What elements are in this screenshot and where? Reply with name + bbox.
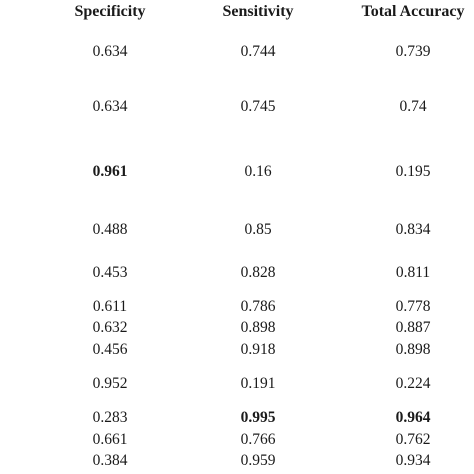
table-cell: 0.85 bbox=[244, 221, 272, 238]
table-cell: 0.744 bbox=[240, 43, 276, 60]
table-cell: 0.224 bbox=[395, 375, 431, 392]
table-cell: 0.952 bbox=[92, 375, 128, 392]
table-cell: 0.191 bbox=[240, 375, 276, 392]
table-cell: 0.898 bbox=[240, 319, 276, 336]
table-cell: 0.918 bbox=[240, 341, 276, 358]
table-cell: 0.995 bbox=[240, 409, 276, 426]
table-cell: 0.964 bbox=[395, 409, 431, 426]
table-cell: 0.898 bbox=[395, 341, 431, 358]
table-cell: 0.453 bbox=[92, 264, 128, 281]
table-cell: 0.634 bbox=[92, 43, 128, 60]
table-cell: 0.828 bbox=[240, 264, 276, 281]
table-cell: 0.961 bbox=[92, 163, 128, 180]
table-cell: 0.762 bbox=[395, 431, 431, 448]
table-cell: 0.745 bbox=[240, 98, 276, 115]
table-cell: 0.739 bbox=[395, 43, 431, 60]
table-cell: 0.195 bbox=[395, 163, 431, 180]
column-header: Total Accuracy bbox=[361, 3, 465, 20]
table-cell: 0.887 bbox=[395, 319, 431, 336]
table-cell: 0.786 bbox=[240, 298, 276, 315]
table-cell: 0.959 bbox=[240, 452, 276, 469]
table-cell: 0.283 bbox=[92, 409, 128, 426]
table-cell: 0.834 bbox=[395, 221, 431, 238]
table-cell: 0.611 bbox=[92, 298, 128, 315]
table-cell: 0.456 bbox=[92, 341, 128, 358]
table-cell: 0.632 bbox=[92, 319, 128, 336]
column-header: Specificity bbox=[74, 3, 146, 20]
table-cell: 0.16 bbox=[244, 163, 272, 180]
table-cell: 0.811 bbox=[395, 264, 431, 281]
table-cell: 0.766 bbox=[240, 431, 276, 448]
table-cell: 0.488 bbox=[92, 221, 128, 238]
table-cell: 0.934 bbox=[395, 452, 431, 469]
table-cell: 0.778 bbox=[395, 298, 431, 315]
table-cell: 0.384 bbox=[92, 452, 128, 469]
table-cell: 0.634 bbox=[92, 98, 128, 115]
table-cell: 0.661 bbox=[92, 431, 128, 448]
table-cell: 0.74 bbox=[399, 98, 427, 115]
column-header: Sensitivity bbox=[222, 3, 294, 20]
